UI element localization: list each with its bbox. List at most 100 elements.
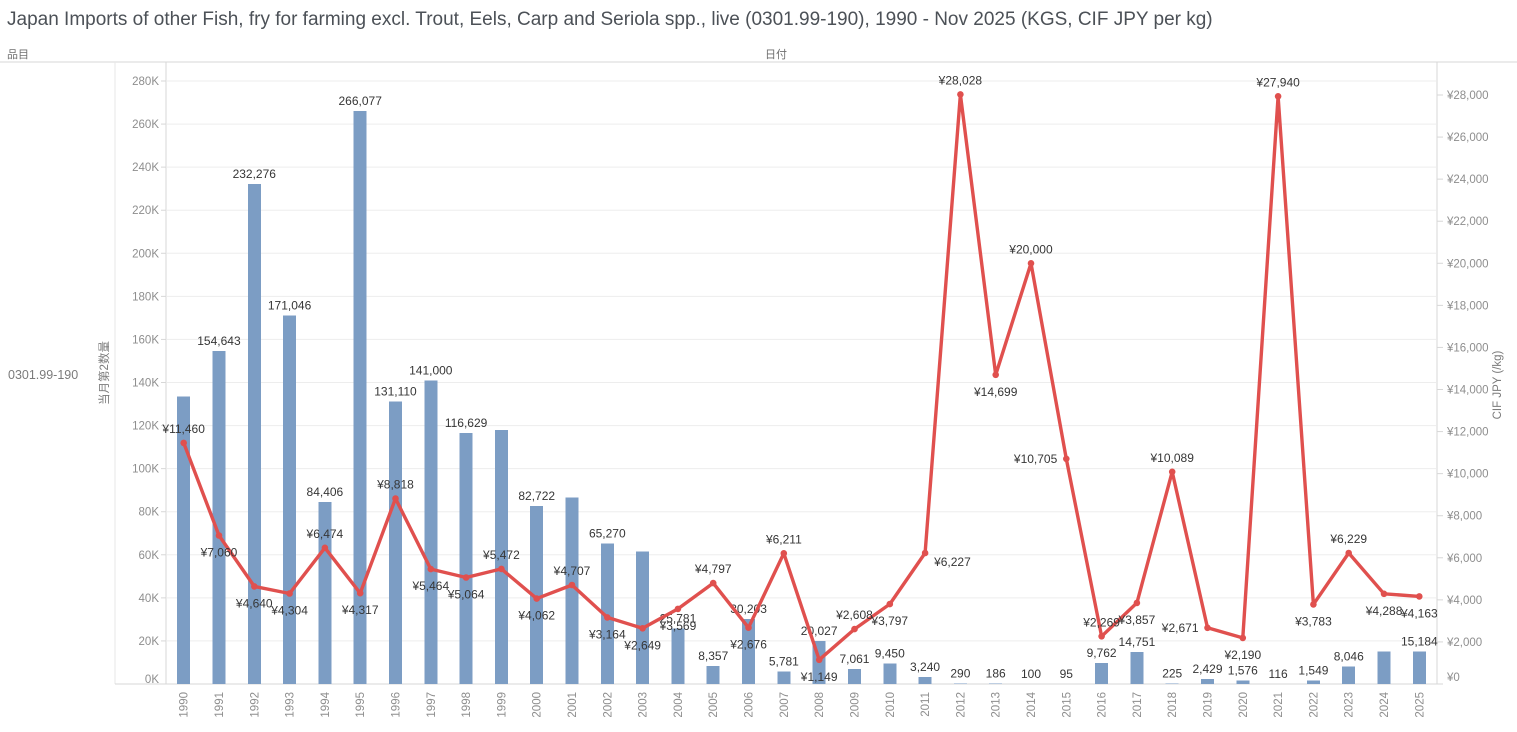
bar-2020[interactable] [1236, 680, 1250, 684]
point-1993[interactable] [286, 590, 293, 597]
point-2003[interactable] [639, 625, 646, 632]
bar-2011[interactable] [918, 677, 932, 684]
point-2025[interactable] [1416, 593, 1423, 600]
bar-2022[interactable] [1306, 680, 1320, 684]
point-2013[interactable] [992, 371, 999, 379]
bar-2025[interactable] [1412, 651, 1426, 684]
bar-1997[interactable] [424, 380, 438, 684]
point-2005[interactable] [709, 579, 717, 587]
line-label: ¥2,649 [623, 638, 661, 652]
point-2012[interactable] [957, 91, 964, 98]
bar-2001[interactable] [565, 497, 579, 684]
line-label: ¥10,705 [1013, 452, 1058, 466]
point-2004[interactable] [674, 605, 682, 613]
point-1995[interactable] [356, 589, 364, 597]
bar-2000[interactable] [530, 505, 544, 684]
x-axis-year-label: 2018 [1167, 692, 1179, 718]
bar-label: 8,046 [1334, 650, 1364, 664]
y-axis-tick-label-right: ¥16,000 [1446, 342, 1489, 354]
point-2020[interactable] [1239, 634, 1247, 642]
bar-1999[interactable] [494, 429, 508, 684]
bar-1996[interactable] [389, 401, 402, 684]
point-1991[interactable] [215, 532, 223, 539]
bar-1992[interactable] [247, 183, 261, 684]
point-2011[interactable] [921, 549, 929, 557]
y-axis-tick-label-left: 220K [132, 205, 159, 217]
x-axis-year-label: 1996 [391, 692, 403, 718]
bar-2009[interactable] [848, 668, 861, 684]
point-1997[interactable] [427, 565, 435, 573]
point-2017[interactable] [1133, 599, 1141, 607]
point-2021[interactable] [1274, 93, 1282, 100]
bar-2003[interactable] [636, 551, 650, 684]
line-label: ¥6,227 [933, 555, 971, 569]
bar-2012[interactable] [953, 683, 967, 684]
point-2016[interactable] [1098, 633, 1105, 640]
bar-label: 3,240 [910, 660, 940, 674]
point-2019[interactable] [1204, 624, 1211, 632]
bar-2005[interactable] [706, 666, 720, 684]
point-2000[interactable] [533, 595, 540, 602]
y-axis-tick-label-left: 120K [132, 421, 159, 433]
bar-2023[interactable] [1342, 666, 1356, 684]
line-label: ¥10,089 [1150, 451, 1195, 465]
point-2022[interactable] [1310, 601, 1317, 608]
x-axis-year-label: 1991 [214, 692, 226, 718]
line-label: ¥28,028 [938, 73, 983, 87]
x-axis-year-label: 2008 [814, 692, 826, 718]
point-2023[interactable] [1345, 549, 1352, 557]
x-axis-year-label: 1990 [179, 692, 191, 718]
point-1990[interactable] [180, 439, 187, 447]
bar-2019[interactable] [1201, 678, 1214, 684]
bar-2002[interactable] [600, 543, 614, 684]
point-2014[interactable] [1027, 260, 1035, 267]
bar-1990[interactable] [177, 396, 191, 684]
y-axis-tick-label-right: ¥22,000 [1446, 216, 1489, 228]
y-axis-tick-label-left: 80K [139, 507, 160, 519]
bar-label: 1,576 [1228, 664, 1258, 678]
point-2002[interactable] [604, 614, 611, 621]
point-1999[interactable] [498, 565, 505, 573]
bar-2016[interactable] [1095, 662, 1109, 684]
bar-2010[interactable] [883, 663, 897, 684]
point-1996[interactable] [392, 495, 399, 502]
point-2001[interactable] [568, 581, 576, 589]
bar-label: 95 [1060, 667, 1074, 681]
bar-2004[interactable] [671, 628, 685, 684]
bar-label: 225 [1162, 667, 1182, 681]
point-2006[interactable] [745, 624, 752, 631]
x-axis-year-label: 2015 [1061, 692, 1073, 718]
x-axis-year-label: 2025 [1414, 692, 1426, 718]
point-2015[interactable] [1063, 455, 1070, 463]
x-axis-year-label: 2021 [1273, 692, 1285, 718]
point-2009[interactable] [851, 625, 858, 633]
bar-1998[interactable] [459, 432, 473, 684]
line-label: ¥3,164 [588, 627, 626, 641]
point-2010[interactable] [886, 600, 894, 608]
line-label: ¥4,163 [1400, 606, 1438, 620]
bar-2007[interactable] [777, 671, 791, 684]
point-2018[interactable] [1168, 468, 1176, 476]
x-axis-year-label: 1998 [461, 692, 473, 718]
bar-2006[interactable] [742, 618, 755, 684]
bar-label: 65,270 [589, 526, 626, 540]
x-axis-year-label: 2017 [1132, 692, 1144, 718]
point-1998[interactable] [462, 574, 470, 581]
line-label: ¥4,062 [517, 609, 555, 623]
point-2024[interactable] [1380, 590, 1388, 598]
bar-label: 1,549 [1298, 664, 1328, 678]
bar-label: 141,000 [409, 363, 453, 377]
bar-1991[interactable] [212, 350, 226, 684]
point-2008[interactable] [815, 656, 823, 664]
y-axis-tick-label-left: 280K [132, 76, 159, 88]
bar-1995[interactable] [353, 110, 367, 685]
point-2007[interactable] [780, 550, 788, 557]
price-line[interactable] [182, 92, 1421, 662]
point-1994[interactable] [321, 544, 329, 552]
x-axis-year-label: 2001 [567, 692, 579, 718]
bar-2017[interactable] [1130, 652, 1144, 684]
bar-2024[interactable] [1377, 651, 1391, 684]
bar-1993[interactable] [283, 315, 297, 684]
y-axis-tick-label-left: 0K [145, 674, 159, 686]
point-1992[interactable] [251, 583, 258, 590]
